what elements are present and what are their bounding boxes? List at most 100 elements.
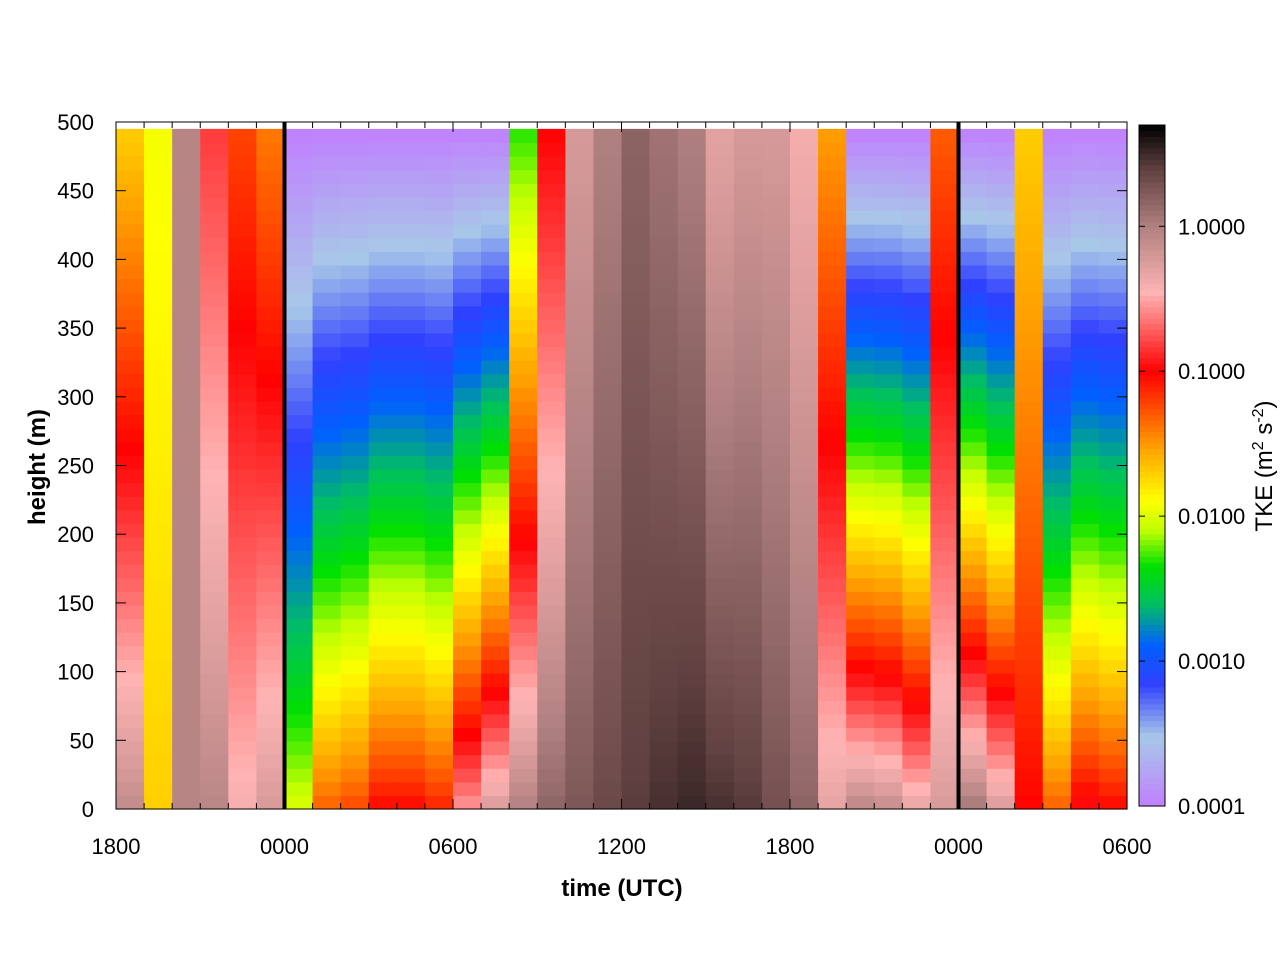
heatmap-cell [256,183,286,198]
heatmap-cell [537,468,566,484]
heatmap-cell [761,251,791,266]
heatmap-cell [509,224,538,239]
heatmap-cell [958,400,988,416]
heatmap-cell [116,264,145,280]
heatmap-cell [565,292,595,307]
colorbar-swatch [1139,420,1165,427]
heatmap-cell [312,264,342,280]
heatmap-cell [930,455,960,470]
heatmap-cell [790,795,819,810]
heatmap-cell [1070,768,1100,783]
heatmap-cell [424,264,454,280]
heatmap-cell [453,591,482,606]
heatmap-cell [818,632,847,647]
heatmap-cell [284,618,314,633]
heatmap-cell [649,564,679,579]
heatmap-cell [761,292,791,307]
heatmap-cell [761,795,791,810]
heatmap-cell [312,754,342,769]
heatmap-cell [537,428,566,443]
heatmap-cell [256,414,286,429]
heatmap-cell [1098,591,1128,606]
heatmap-cell [284,713,314,728]
heatmap-cell [621,414,651,429]
heatmap-cell [256,795,286,810]
heatmap-cell [396,183,426,198]
heatmap-cell [761,672,791,688]
heatmap-cell [1014,196,1044,212]
colorbar-swatch [1139,130,1165,137]
heatmap-cell [200,727,229,742]
heatmap-cell [396,618,426,633]
heatmap-cell [705,468,735,484]
heatmap-cell [986,659,1016,674]
heatmap-cell [790,210,819,225]
heatmap-cell [593,536,623,552]
colorbar-swatch [1139,164,1165,171]
x-tick-label: 0600 [429,834,478,859]
heatmap-cell [621,441,651,456]
heatmap-cell [986,305,1016,320]
heatmap-cell [1042,591,1072,606]
heatmap-cell [537,727,566,742]
heatmap-cell [537,564,566,579]
heatmap-cell [705,264,735,280]
heatmap-cell [453,128,482,144]
heatmap-cell [986,550,1016,565]
heatmap-cell [481,414,510,429]
heatmap-cell [818,713,847,728]
heatmap-cell [172,414,201,429]
heatmap-cell [200,210,229,225]
heatmap-cell [649,550,679,565]
colorbar-swatch [1139,561,1165,569]
heatmap-cell [677,237,707,252]
heatmap-cell [761,468,791,484]
heatmap-cell [1070,523,1100,538]
colorbar-swatch [1139,317,1165,325]
heatmap-cell [1042,156,1072,171]
heatmap-cell [396,604,426,620]
heatmap-cell [481,645,510,660]
y-tick-label: 200 [57,522,94,547]
heatmap-cell [565,441,595,456]
heatmap-cell [172,428,201,443]
heatmap-cell [790,169,819,184]
heatmap-cell [424,278,454,293]
heatmap-cell [986,700,1016,715]
colorbar-swatch [1139,635,1165,643]
heatmap-cell [340,332,370,348]
heatmap-cell [705,618,735,633]
heatmap-cell [846,577,875,592]
heatmap-cell [733,577,763,592]
heatmap-cell [649,713,679,728]
heatmap-cell [396,360,426,375]
heatmap-cell [453,428,482,443]
heatmap-cell [930,686,960,701]
heatmap-cell [733,128,763,144]
heatmap-cell [705,686,735,701]
heatmap-cell [705,632,735,647]
heatmap-cell [312,169,342,184]
heatmap-cell [537,482,566,497]
heatmap-cell [649,332,679,348]
heatmap-cell [396,468,426,484]
heatmap-cell [677,740,707,756]
heatmap-cell [621,346,651,361]
heatmap-cell [818,550,847,565]
heatmap-cell [340,264,370,280]
heatmap-cell [761,278,791,293]
heatmap-cell [818,455,847,470]
heatmap-cell [144,672,173,688]
heatmap-cell [228,618,258,633]
heatmap-cell [1014,400,1044,416]
heatmap-cell [340,523,370,538]
heatmap-cell [509,305,538,320]
heatmap-cell [396,727,426,742]
heatmap-cell [846,727,875,742]
heatmap-cell [312,196,342,212]
heatmap-cell [144,292,173,307]
heatmap-cell [958,632,988,647]
colorbar-swatch [1139,380,1165,387]
heatmap-cell [1098,346,1128,361]
heatmap-cell [1042,360,1072,375]
